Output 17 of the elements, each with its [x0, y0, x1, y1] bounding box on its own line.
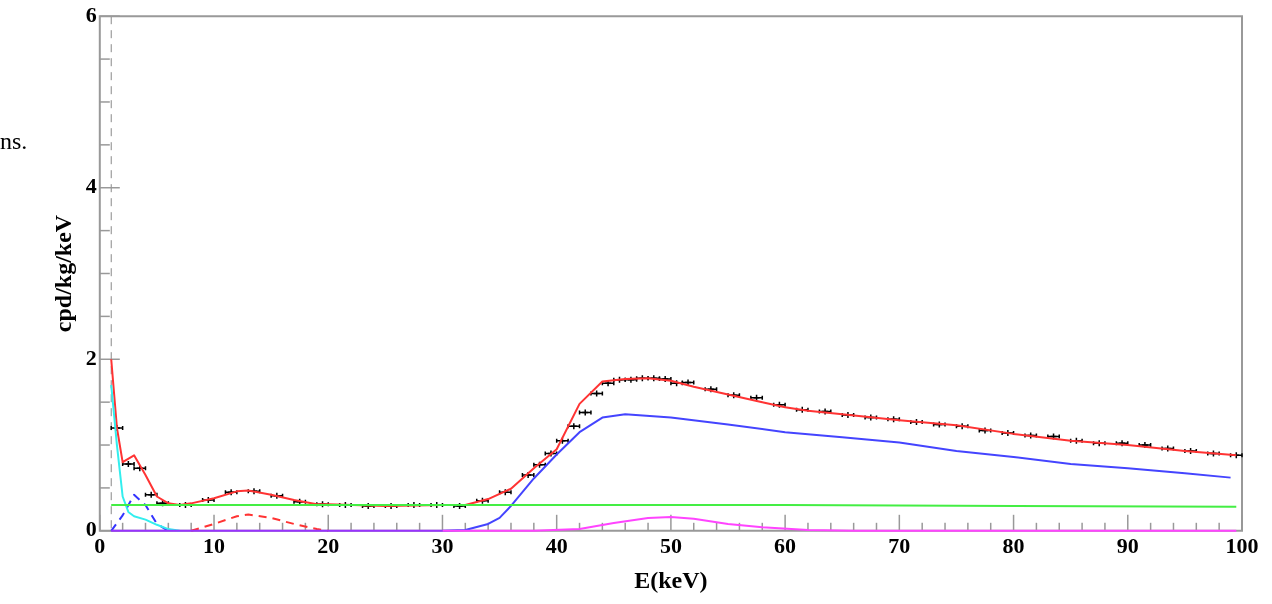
x-tick-label: 10 [203, 532, 226, 558]
x-tick-label: 20 [317, 532, 340, 558]
x-tick-label: 30 [431, 532, 454, 558]
x-tick-label: 80 [1002, 532, 1025, 558]
y-tick-label: 6 [85, 1, 97, 27]
text: ns. [0, 128, 28, 155]
x-tick-label: 60 [774, 532, 797, 558]
y-tick-label: 2 [85, 344, 97, 370]
x-tick-label: 90 [1116, 532, 1139, 558]
x-axis-title: E(keV) [634, 566, 708, 593]
x-tick-label: 100 [1225, 532, 1259, 558]
x-tick-label: 40 [545, 532, 568, 558]
x-tick-label: 70 [888, 532, 911, 558]
y-axis-title: cpd/kg/keV [49, 214, 76, 333]
y-tick-label: 4 [85, 173, 97, 199]
y-tick-label: 0 [85, 516, 97, 542]
x-tick-label: 50 [659, 532, 682, 558]
